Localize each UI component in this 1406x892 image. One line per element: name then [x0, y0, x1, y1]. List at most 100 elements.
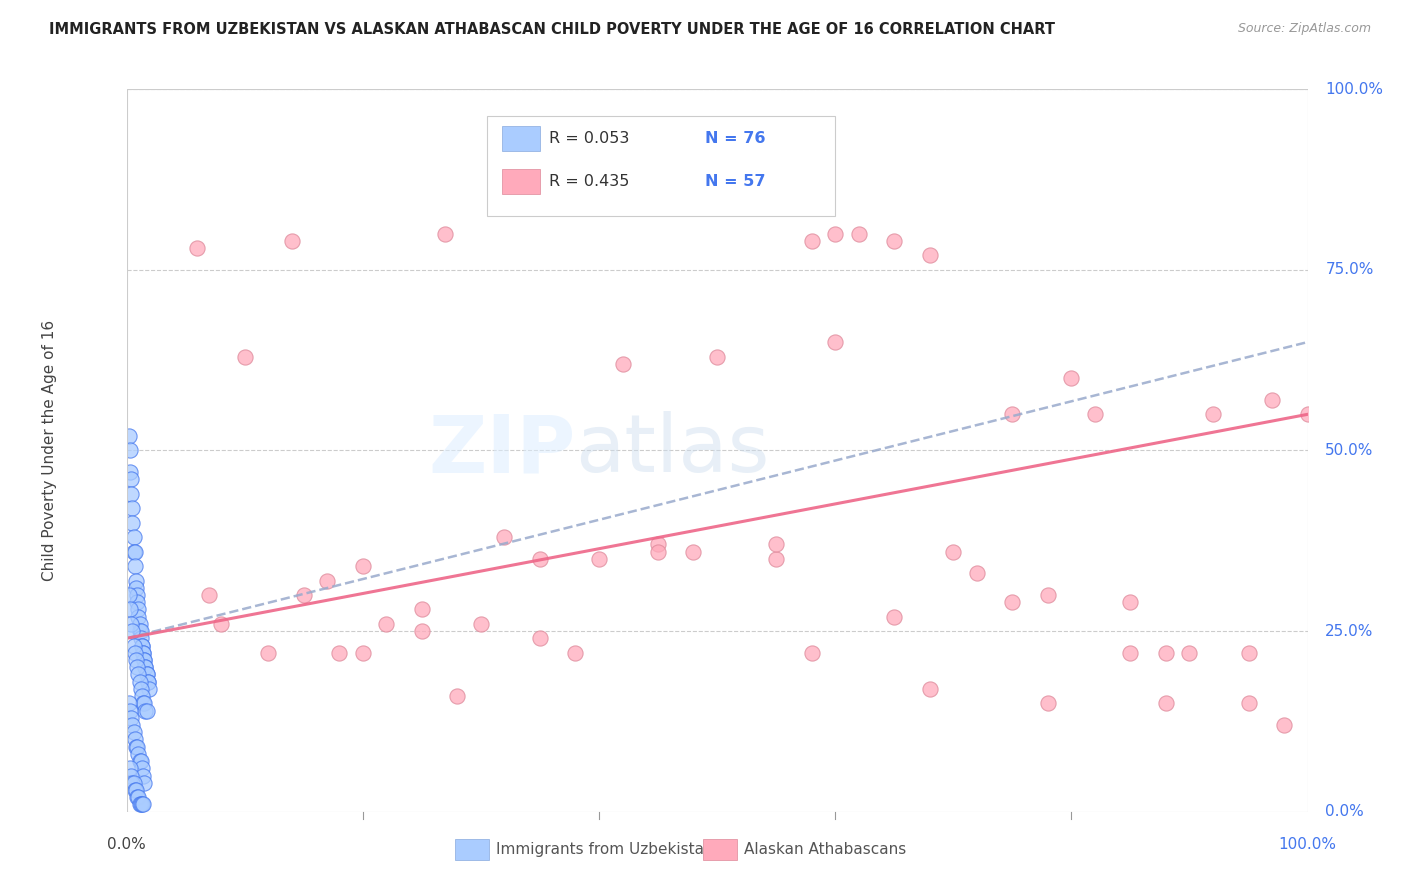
Point: [138, 681, 160, 696]
Text: 100.0%: 100.0%: [1278, 837, 1337, 852]
Point: [588, 551, 610, 566]
Text: 25.0%: 25.0%: [1326, 624, 1374, 639]
Point: [120, 769, 142, 783]
Point: [470, 616, 492, 631]
FancyBboxPatch shape: [502, 126, 540, 151]
Point: [122, 776, 145, 790]
Point: [136, 674, 159, 689]
Text: N = 57: N = 57: [706, 174, 766, 189]
Point: [122, 725, 145, 739]
Point: [125, 581, 148, 595]
Point: [1001, 407, 1024, 421]
Point: [124, 783, 146, 797]
Text: 100.0%: 100.0%: [1326, 82, 1384, 96]
Text: ZIP: ZIP: [427, 411, 575, 490]
Point: [1237, 646, 1260, 660]
Point: [1154, 646, 1177, 660]
Point: [124, 559, 146, 574]
Point: [127, 747, 149, 761]
Text: atlas: atlas: [575, 411, 769, 490]
Point: [1202, 407, 1225, 421]
Point: [529, 551, 551, 566]
Point: [124, 732, 146, 747]
Point: [1154, 696, 1177, 710]
Point: [134, 660, 156, 674]
Text: Source: ZipAtlas.com: Source: ZipAtlas.com: [1237, 22, 1371, 36]
Point: [132, 769, 155, 783]
Point: [121, 776, 143, 790]
Point: [316, 574, 339, 588]
Point: [127, 602, 149, 616]
Point: [127, 790, 149, 805]
Point: [120, 761, 142, 775]
Point: [127, 660, 149, 674]
Point: [800, 234, 823, 248]
Point: [132, 696, 155, 710]
Point: [122, 544, 145, 558]
Point: [121, 501, 143, 516]
FancyBboxPatch shape: [456, 839, 489, 860]
Point: [446, 689, 468, 703]
Point: [127, 609, 149, 624]
Point: [706, 350, 728, 364]
Point: [134, 696, 156, 710]
Point: [352, 646, 374, 660]
Point: [127, 588, 149, 602]
Point: [134, 704, 156, 718]
Point: [883, 609, 905, 624]
FancyBboxPatch shape: [486, 116, 835, 216]
Point: [647, 537, 669, 551]
Point: [1001, 595, 1024, 609]
Point: [824, 227, 846, 241]
Point: [765, 551, 787, 566]
Point: [124, 646, 146, 660]
Point: [328, 646, 350, 660]
Point: [129, 797, 152, 812]
Point: [131, 639, 153, 653]
Point: [132, 646, 155, 660]
Point: [132, 797, 155, 812]
Text: R = 0.053: R = 0.053: [550, 131, 630, 145]
Point: [564, 646, 586, 660]
Point: [1036, 696, 1059, 710]
Point: [118, 588, 141, 602]
FancyBboxPatch shape: [703, 839, 737, 860]
Point: [122, 639, 145, 653]
Point: [257, 646, 280, 660]
Point: [121, 624, 143, 639]
Point: [120, 465, 142, 479]
Point: [134, 660, 156, 674]
Point: [125, 783, 148, 797]
Text: IMMIGRANTS FROM UZBEKISTAN VS ALASKAN ATHABASCAN CHILD POVERTY UNDER THE AGE OF : IMMIGRANTS FROM UZBEKISTAN VS ALASKAN AT…: [49, 22, 1056, 37]
Point: [125, 574, 148, 588]
Text: Child Poverty Under the Age of 16: Child Poverty Under the Age of 16: [42, 320, 58, 581]
Point: [352, 559, 374, 574]
Point: [136, 674, 159, 689]
Point: [134, 653, 156, 667]
Point: [135, 667, 157, 681]
Point: [966, 566, 988, 581]
Point: [131, 797, 153, 812]
Point: [120, 704, 142, 718]
Point: [918, 248, 941, 262]
Point: [122, 530, 145, 544]
Point: [134, 776, 156, 790]
Point: [127, 739, 149, 754]
Point: [494, 530, 516, 544]
Point: [529, 632, 551, 646]
Point: [131, 639, 153, 653]
Point: [124, 544, 146, 558]
Point: [125, 739, 148, 754]
Point: [883, 234, 905, 248]
Point: [1237, 696, 1260, 710]
Point: [128, 797, 150, 812]
Point: [128, 624, 150, 639]
Point: [612, 357, 634, 371]
Text: R = 0.435: R = 0.435: [550, 174, 630, 189]
Point: [135, 704, 157, 718]
Point: [120, 602, 142, 616]
Point: [1119, 595, 1142, 609]
Point: [129, 632, 152, 646]
Point: [127, 667, 149, 681]
Point: [127, 790, 149, 805]
